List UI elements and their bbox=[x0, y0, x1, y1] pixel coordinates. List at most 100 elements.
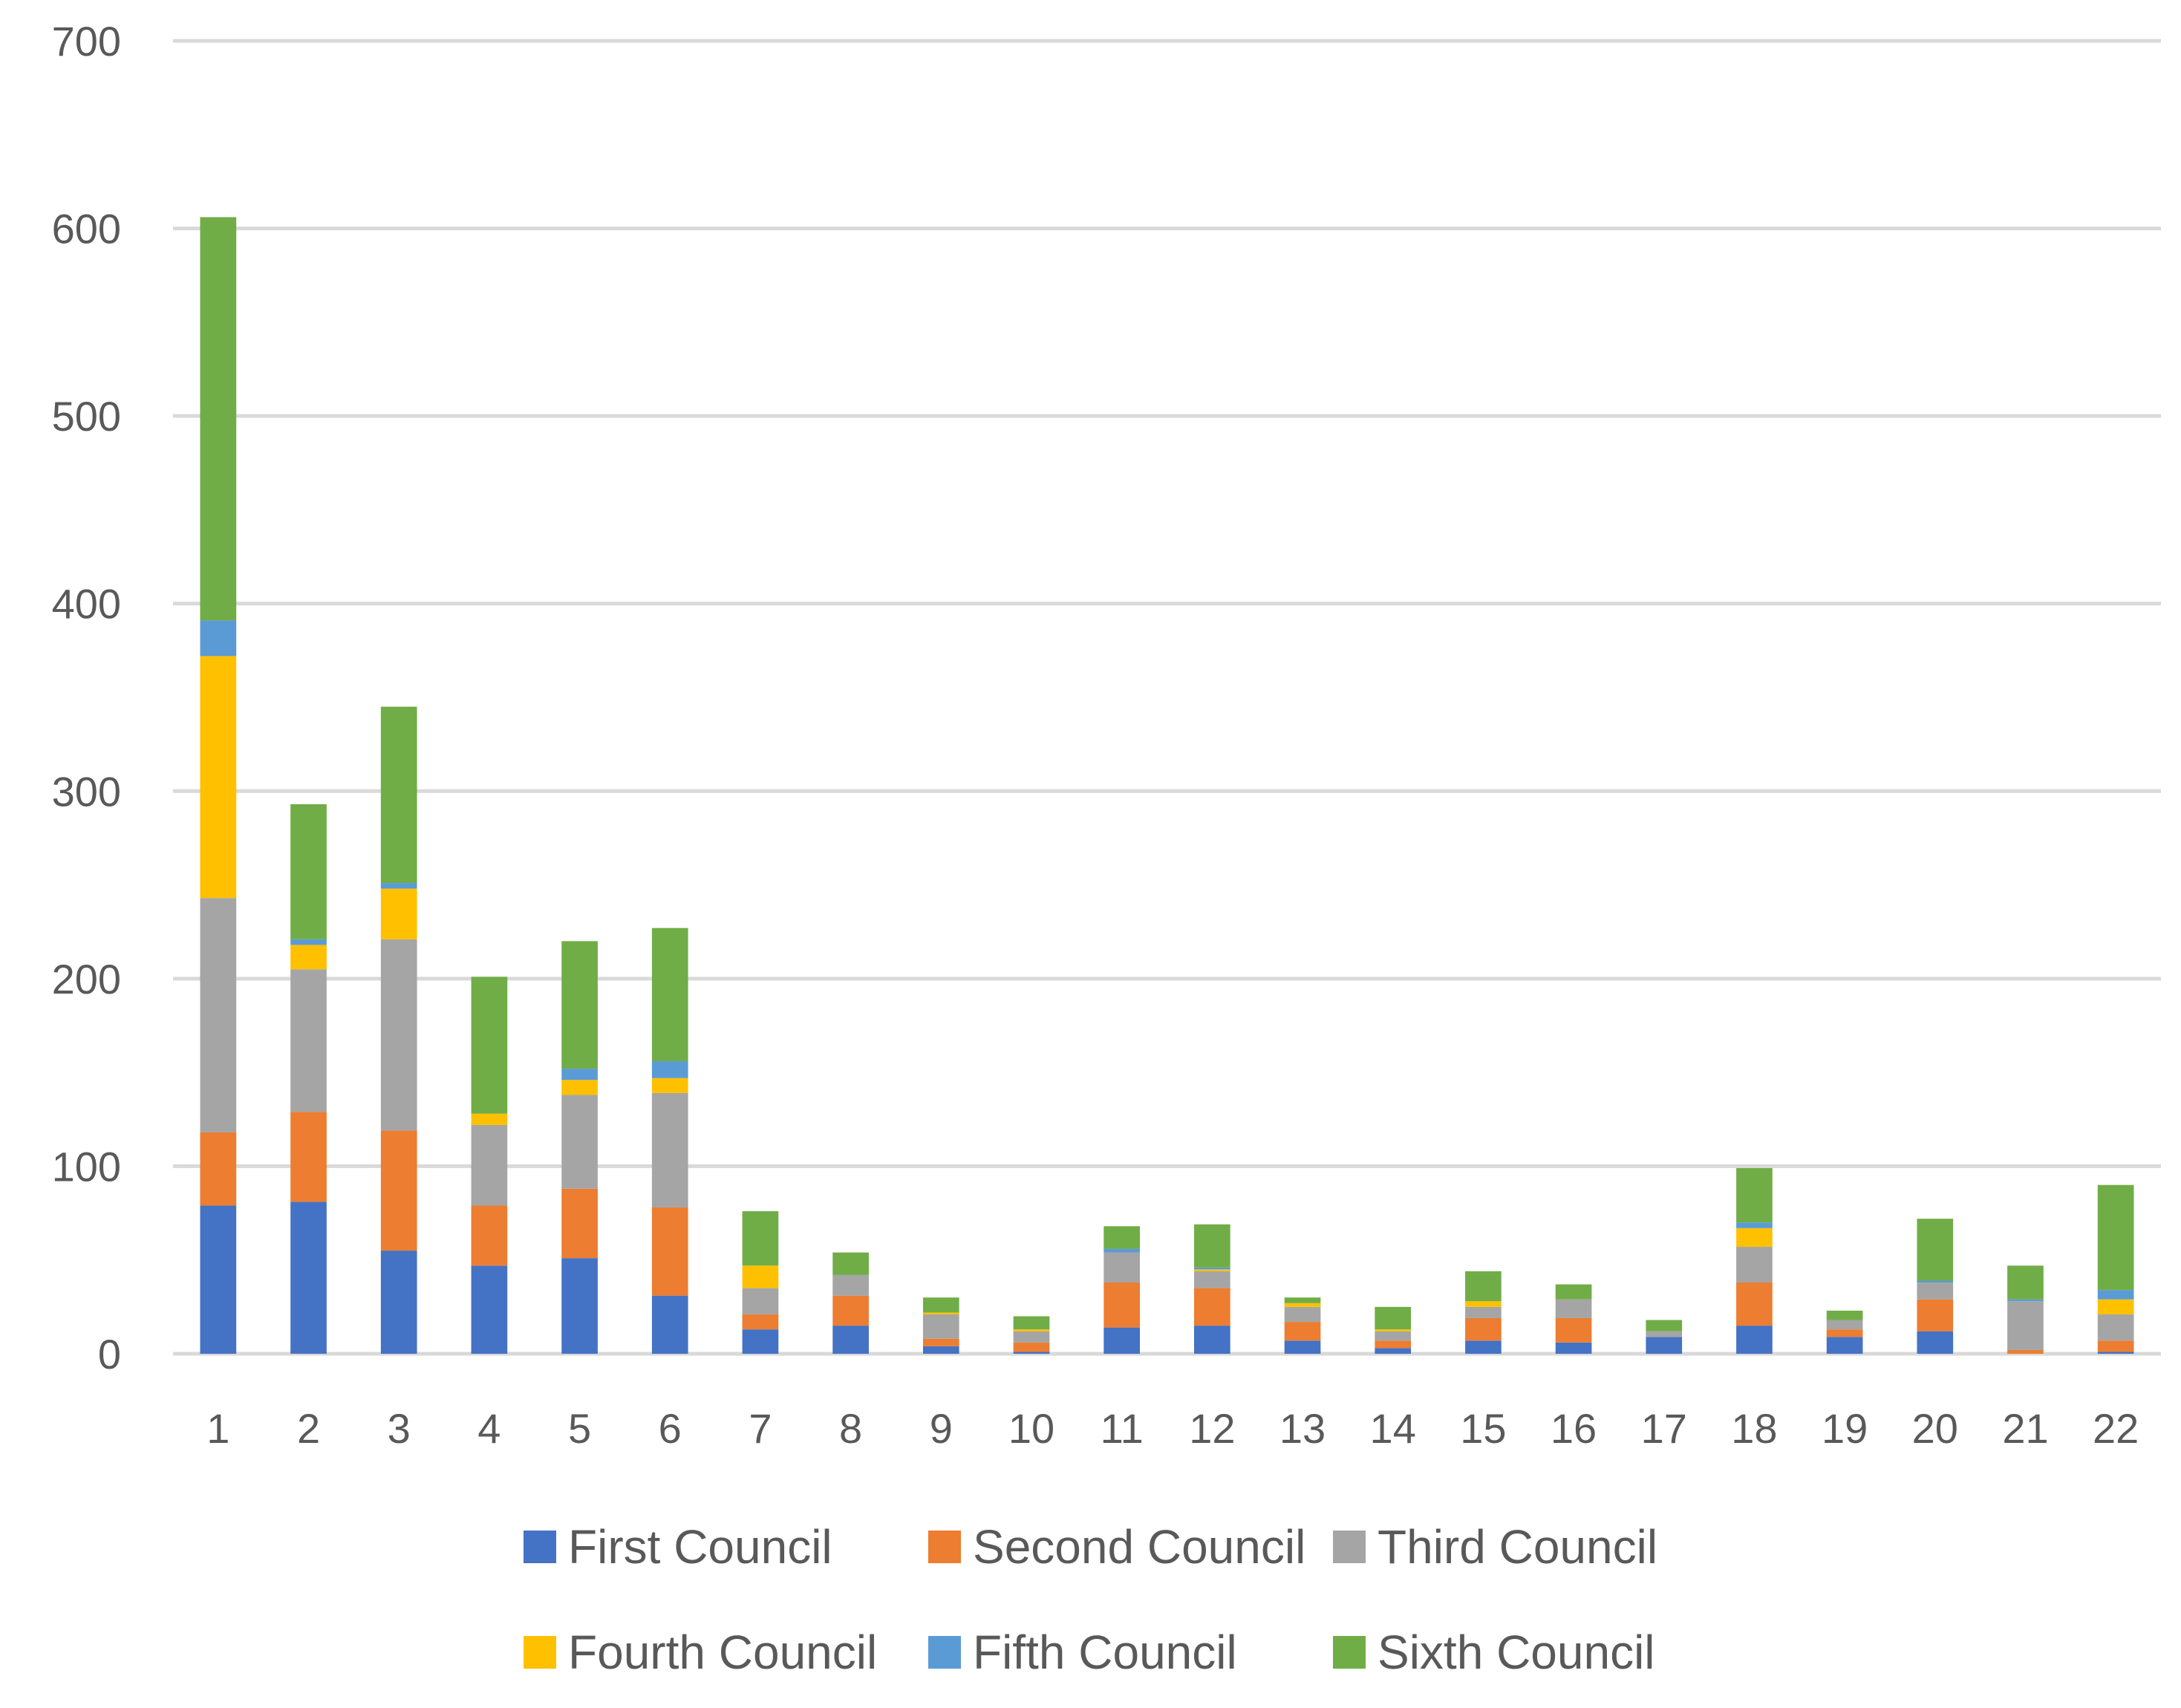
x-tick-label-17: 17 bbox=[1641, 1405, 1687, 1452]
bar-segment-21-s3 bbox=[2007, 1301, 2044, 1350]
bar-segment-1-s3 bbox=[200, 898, 237, 1132]
bar-segment-4-s3 bbox=[471, 1124, 508, 1206]
bar-segment-13-s3 bbox=[1284, 1306, 1321, 1323]
bar-segment-2-s6 bbox=[290, 804, 327, 939]
bar-segment-14-s3 bbox=[1375, 1331, 1412, 1341]
bar-segment-14-s6 bbox=[1375, 1306, 1412, 1330]
bar-segment-8-s1 bbox=[832, 1326, 869, 1354]
bar-segment-8-s3 bbox=[832, 1274, 869, 1296]
legend: First Council Second Council Third Council… bbox=[524, 1520, 1657, 1679]
bar-segment-22-s4 bbox=[2097, 1299, 2134, 1314]
bar-segment-17-s6 bbox=[1646, 1320, 1683, 1331]
bar-segment-18-s3 bbox=[1736, 1247, 1773, 1283]
x-tick-label-6: 6 bbox=[659, 1405, 682, 1452]
bar-segment-7-s2 bbox=[742, 1314, 779, 1330]
legend-swatch-6 bbox=[1333, 1636, 1366, 1669]
y-tick-label-700: 700 bbox=[52, 18, 121, 65]
bar-segment-16-s3 bbox=[1555, 1299, 1592, 1319]
bar-segment-18-s2 bbox=[1736, 1282, 1773, 1326]
bar-segment-17-s1 bbox=[1646, 1337, 1683, 1354]
bar-segment-6-s1 bbox=[651, 1295, 688, 1354]
bar-segment-1-s2 bbox=[200, 1132, 237, 1206]
x-tick-label-19: 19 bbox=[1822, 1405, 1868, 1452]
y-tick-label-500: 500 bbox=[52, 393, 121, 440]
bar-segment-18-s4 bbox=[1736, 1228, 1773, 1248]
x-tick-label-3: 3 bbox=[388, 1405, 411, 1452]
x-tick-label-1: 1 bbox=[206, 1405, 229, 1452]
bar-segment-12-s1 bbox=[1194, 1326, 1230, 1354]
x-tick-label-22: 22 bbox=[2093, 1405, 2139, 1452]
bar-segment-11-s5 bbox=[1103, 1248, 1140, 1253]
x-tick-label-7: 7 bbox=[749, 1405, 772, 1452]
bar-segment-13-s6 bbox=[1284, 1297, 1321, 1303]
bar-segment-5-s2 bbox=[561, 1188, 598, 1259]
bar-segment-12-s5 bbox=[1194, 1267, 1230, 1270]
bar-segment-11-s2 bbox=[1103, 1282, 1140, 1328]
bar-segment-15-s1 bbox=[1465, 1340, 1502, 1354]
bar-segment-15-s4 bbox=[1465, 1301, 1502, 1307]
bar-segment-7-s4 bbox=[742, 1265, 779, 1288]
bar-segment-18-s5 bbox=[1736, 1222, 1773, 1228]
legend-swatch-4 bbox=[524, 1636, 556, 1669]
y-tick-label-200: 200 bbox=[52, 956, 121, 1003]
bar-segment-6-s6 bbox=[651, 928, 688, 1061]
bar-segment-5-s1 bbox=[561, 1258, 598, 1354]
bar-segment-4-s6 bbox=[471, 977, 508, 1114]
bar-segment-18-s1 bbox=[1736, 1326, 1773, 1354]
bar-segment-1-s4 bbox=[200, 656, 237, 899]
legend-swatch-1 bbox=[524, 1531, 556, 1563]
bar-segment-2-s2 bbox=[290, 1112, 327, 1202]
y-tick-label-600: 600 bbox=[52, 206, 121, 252]
bar-segment-10-s2 bbox=[1013, 1342, 1050, 1352]
legend-swatch-5 bbox=[928, 1636, 961, 1669]
x-tick-label-9: 9 bbox=[930, 1405, 953, 1452]
bar-segment-12-s2 bbox=[1194, 1288, 1230, 1326]
bar-segment-5-s6 bbox=[561, 941, 598, 1069]
legend-label-5: Fifth Council bbox=[973, 1626, 1237, 1679]
bar-segment-16-s2 bbox=[1555, 1318, 1592, 1343]
y-tick-label-0: 0 bbox=[98, 1331, 121, 1378]
bar-segment-10-s4 bbox=[1013, 1329, 1050, 1331]
x-tick-label-4: 4 bbox=[477, 1405, 501, 1452]
bar-segment-7-s6 bbox=[742, 1211, 779, 1266]
x-tick-label-20: 20 bbox=[1912, 1405, 1958, 1452]
bar-segment-20-s2 bbox=[1917, 1299, 1954, 1331]
bar-segment-6-s2 bbox=[651, 1207, 688, 1296]
bar-segment-22-s1 bbox=[2097, 1352, 2134, 1354]
x-axis-ticks: 1 2 3 4 5 6 7 8 9 10 11 12 13 14 15 16 17 18 19 20 21 22 bbox=[206, 1405, 2139, 1452]
bar-segment-14-s2 bbox=[1375, 1340, 1412, 1349]
bar-segment-2-s1 bbox=[290, 1202, 327, 1354]
bar-segment-22-s6 bbox=[2097, 1184, 2134, 1291]
bar-segment-13-s4 bbox=[1284, 1303, 1321, 1307]
y-tick-label-400: 400 bbox=[52, 581, 121, 628]
bar-segment-20-s1 bbox=[1917, 1331, 1954, 1354]
legend-label-4: Fourth Council bbox=[568, 1626, 877, 1679]
bar-segment-7-s3 bbox=[742, 1288, 779, 1314]
bar-segment-15-s3 bbox=[1465, 1306, 1502, 1319]
x-tick-label-5: 5 bbox=[568, 1405, 591, 1452]
bar-segment-9-s3 bbox=[922, 1314, 959, 1339]
bar-segment-12-s3 bbox=[1194, 1271, 1230, 1288]
legend-swatch-2 bbox=[928, 1531, 961, 1563]
bar-segment-21-s2 bbox=[2007, 1349, 2044, 1354]
x-tick-label-13: 13 bbox=[1279, 1405, 1326, 1452]
bar-segment-3-s5 bbox=[380, 883, 417, 889]
bar-segment-10-s6 bbox=[1013, 1316, 1050, 1330]
bar-segment-20-s3 bbox=[1917, 1282, 1954, 1300]
bar-segment-9-s1 bbox=[922, 1346, 959, 1354]
x-tick-label-2: 2 bbox=[297, 1405, 320, 1452]
x-tick-label-21: 21 bbox=[2002, 1405, 2048, 1452]
bar-segment-10-s3 bbox=[1013, 1331, 1050, 1343]
bar-segment-1-s5 bbox=[200, 620, 237, 656]
bar-segment-3-s1 bbox=[380, 1251, 417, 1354]
bar-segment-12-s4 bbox=[1194, 1269, 1230, 1271]
bar-segment-13-s2 bbox=[1284, 1322, 1321, 1341]
x-tick-label-16: 16 bbox=[1551, 1405, 1597, 1452]
bar-segment-19-s6 bbox=[1826, 1310, 1863, 1320]
bar-segment-18-s6 bbox=[1736, 1167, 1773, 1223]
bar-segment-19-s3 bbox=[1826, 1320, 1863, 1330]
bar-segment-11-s3 bbox=[1103, 1252, 1140, 1283]
bar-segment-22-s5 bbox=[2097, 1290, 2134, 1300]
bar-segment-2-s3 bbox=[290, 969, 327, 1112]
